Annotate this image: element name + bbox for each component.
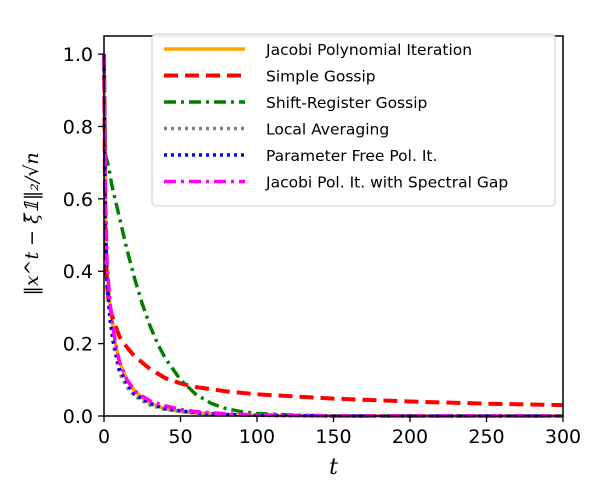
legend: Jacobi Polynomial Iteration Simple Gossip… — [151, 33, 556, 207]
series-line-3 — [102, 54, 563, 418]
x-tick-label: 0 — [98, 426, 110, 448]
x-tick-label: 300 — [545, 426, 581, 448]
x-tick-label: 250 — [468, 426, 504, 448]
legend-label: Jacobi Polynomial Iteration — [265, 41, 472, 59]
y-tick-label: 0.8 — [63, 116, 93, 138]
legend-label: Parameter Free Pol. It. — [266, 147, 437, 165]
legend-label: Simple Gossip — [266, 68, 376, 86]
y-tick-label: 1.0 — [63, 44, 93, 66]
series-line-6 — [102, 54, 563, 418]
y-tick-label: 0.6 — [63, 189, 93, 211]
x-tick-label: 100 — [239, 426, 275, 448]
legend-box — [151, 33, 556, 207]
y-tick-label: 0.2 — [63, 334, 93, 356]
y-tick-label: 0.4 — [63, 261, 93, 283]
x-tick-label: 50 — [168, 426, 192, 448]
y-axis-label: ‖x^t − ξ̄𝟙‖₂/√n — [21, 152, 43, 295]
legend-label: Jacobi Pol. It. with Spectral Gap — [265, 174, 508, 192]
legend-label: Shift-Register Gossip — [266, 94, 427, 112]
x-axis-label: t — [329, 455, 338, 480]
ticks-layer: 0 50 100 150 200 250 300 0.0 0.2 0.4 0.6 0.8 1.0 — [63, 44, 581, 448]
x-tick-label: 150 — [315, 426, 351, 448]
y-tick-label: 0.0 — [63, 406, 93, 428]
x-tick-label: 200 — [392, 426, 428, 448]
legend-label: Local Averaging — [266, 121, 389, 139]
